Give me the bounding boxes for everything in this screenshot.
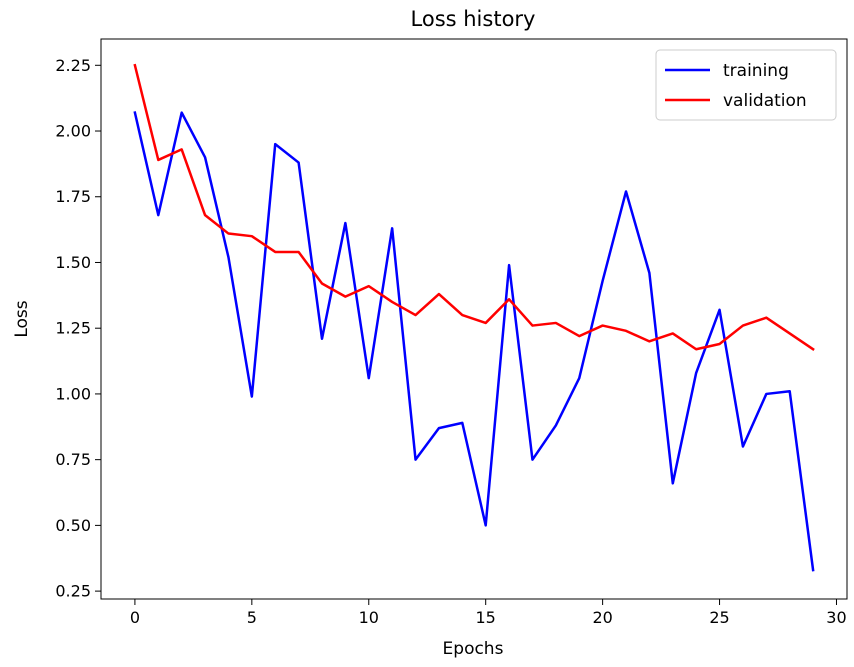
y-tick-label: 1.25 bbox=[55, 319, 91, 338]
y-axis-title: Loss bbox=[12, 300, 32, 337]
series-line-training bbox=[133, 111, 815, 572]
y-tick-label: 0.50 bbox=[55, 516, 91, 535]
legend: training validation bbox=[655, 49, 837, 121]
y-tick-label: 0.75 bbox=[55, 450, 91, 469]
y-tick-label: 1.50 bbox=[55, 253, 91, 272]
y-tick-label: 1.75 bbox=[55, 187, 91, 206]
x-tick-label: 20 bbox=[592, 608, 612, 627]
y-tick-label: 0.25 bbox=[55, 582, 91, 601]
x-tick-label: 5 bbox=[247, 608, 257, 627]
legend-label-validation: validation bbox=[723, 91, 807, 111]
plot-frame bbox=[100, 38, 848, 600]
y-tick-label: 1.00 bbox=[55, 384, 91, 403]
series-line-validation bbox=[133, 63, 815, 351]
x-axis-title: Epochs bbox=[443, 639, 504, 659]
chart-title: Loss history bbox=[411, 7, 536, 31]
x-tick-label: 25 bbox=[709, 608, 729, 627]
y-axis: 0.25 0.50 0.75 1.00 1.25 1.50 1.75 2.00 2.25 bbox=[55, 56, 101, 601]
x-tick-label: 30 bbox=[826, 608, 846, 627]
x-tick-label: 15 bbox=[476, 608, 496, 627]
y-tick-label: 2.00 bbox=[55, 122, 91, 141]
legend-label-training: training bbox=[723, 61, 789, 81]
plot-lines bbox=[133, 63, 815, 572]
x-axis: 0 5 10 15 20 25 30 bbox=[130, 599, 847, 627]
y-tick-label: 2.25 bbox=[55, 56, 91, 75]
x-tick-label: 10 bbox=[359, 608, 379, 627]
legend-frame bbox=[655, 49, 837, 121]
x-tick-label: 0 bbox=[130, 608, 140, 627]
